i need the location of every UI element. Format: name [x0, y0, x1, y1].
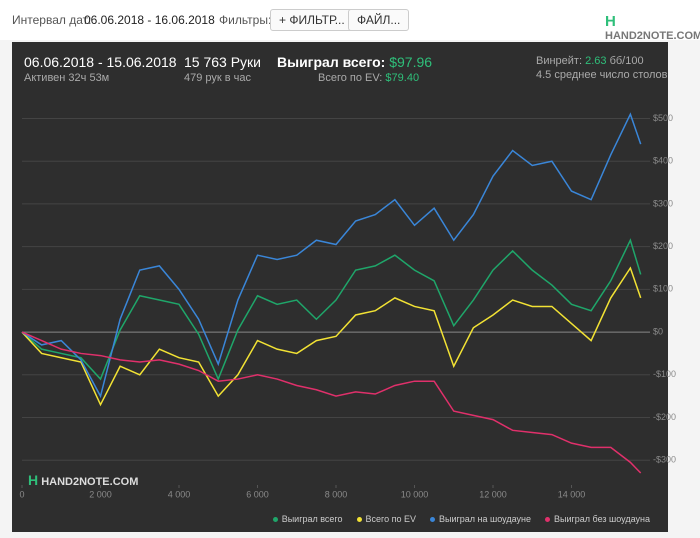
y-tick-label: $500 [653, 113, 673, 123]
x-tick-label: 10 000 [401, 489, 429, 499]
legend-label: Выиграл всего [281, 514, 343, 524]
x-tick-label: 12 000 [479, 489, 507, 499]
legend-swatch [545, 517, 550, 523]
date-range[interactable]: 06.06.2018 - 16.06.2018 [84, 13, 215, 27]
watermark: H HAND2NOTE.COM [28, 472, 139, 488]
watermark-text: HAND2NOTE.COM [41, 476, 139, 488]
legend-item[interactable]: Выиграл всего [272, 514, 343, 524]
legend-label: Выиграл на шоудауне [439, 514, 531, 524]
legend: Выиграл всего Всего по EV Выиграл на шоуда… [272, 514, 650, 524]
y-tick-label: $300 [653, 198, 673, 208]
series-line [21, 112, 642, 399]
won-label: Выиграл всего: [277, 54, 386, 70]
winrate-value: 2.63 [585, 55, 607, 67]
toolbar: Интервал дат: 06.06.2018 - 16.06.2018 Фи… [0, 0, 700, 42]
x-tick-label: 14 000 [558, 489, 586, 499]
winrate: Винрейт: 2.63 бб/100 [536, 55, 644, 67]
y-tick-label: $0 [653, 326, 663, 336]
series-line [21, 331, 642, 474]
ev-label: Всего по EV: [318, 72, 383, 84]
filters-label: Фильтры: [219, 13, 272, 27]
file-button[interactable]: ФАЙЛ... [348, 9, 410, 31]
filter-text: ФИЛЬТР... [289, 13, 345, 27]
legend-swatch [430, 517, 436, 523]
legend-item[interactable]: Всего по EV [356, 514, 417, 524]
legend-swatch [356, 517, 362, 523]
y-tick-label: $400 [653, 156, 673, 166]
logo: H HAND2NOTE.COM [605, 13, 700, 42]
legend-label: Всего по EV [365, 514, 417, 524]
ev: Всего по EV: $79.40 [318, 72, 419, 84]
series-line [21, 238, 642, 382]
y-tick-label: $200 [653, 241, 673, 251]
tables: 4.5 среднее число столов [536, 69, 668, 81]
hands-per-hour: 479 рук в час [184, 72, 252, 84]
x-tick-label: 8 000 [325, 489, 348, 499]
x-tick-label: 4 000 [168, 489, 191, 499]
period: 06.06.2018 - 15.06.2018 [24, 54, 177, 70]
hands: 15 763 Руки [184, 54, 261, 70]
x-tick-label: 6 000 [246, 489, 269, 499]
active: Активен 32ч 53м [24, 72, 110, 84]
legend-item[interactable]: Выиграл без шоудауна [545, 514, 650, 524]
series-line [21, 266, 642, 407]
winrate-unit: бб/100 [609, 55, 644, 67]
legend-swatch [272, 517, 278, 523]
y-tick-label: -$100 [653, 369, 676, 379]
x-tick-label: 2 000 [89, 489, 112, 499]
date-label: Интервал дат: [12, 13, 92, 27]
won: Выиграл всего: $97.96 [277, 54, 432, 70]
logo-text: HAND2NOTE.COM [605, 30, 700, 42]
x-tick-label: 0 [19, 489, 24, 499]
y-tick-label: -$300 [653, 455, 676, 465]
legend-item[interactable]: Выиграл на шоудауне [430, 514, 531, 524]
y-tick-label: $100 [653, 284, 673, 294]
legend-label: Выиграл без шоудауна [554, 514, 650, 524]
ev-value: $79.40 [385, 72, 420, 84]
y-tick-label: -$200 [653, 412, 676, 422]
won-value: $97.96 [389, 54, 433, 70]
chart-panel: 06.06.2018 - 15.06.2018 Активен 32ч 53м … [12, 42, 668, 532]
winrate-label: Винрейт: [536, 55, 583, 67]
